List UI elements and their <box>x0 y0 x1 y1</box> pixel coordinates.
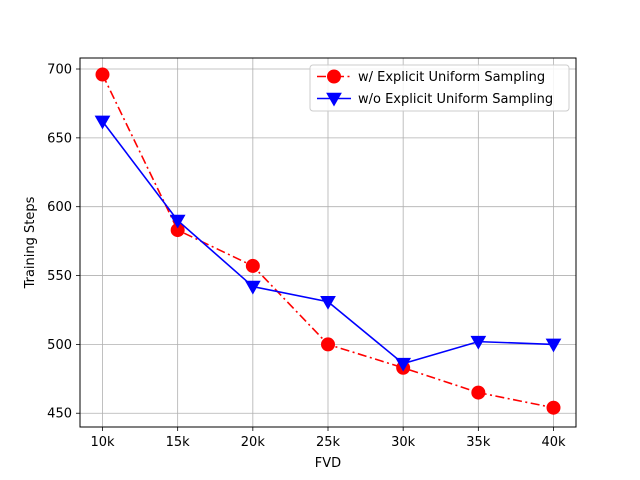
x-tick-label: 10k <box>90 435 115 450</box>
data-point <box>546 400 561 415</box>
data-point <box>470 335 487 350</box>
x-axis-title: FVD <box>315 456 341 471</box>
x-tick-label: 35k <box>466 435 491 450</box>
grid <box>80 58 576 427</box>
y-tick-label: 650 <box>47 131 72 146</box>
legend: w/ Explicit Uniform Sampling w/o Explicit… <box>309 64 570 112</box>
legend-swatch-marker <box>327 69 341 84</box>
data-point <box>244 280 261 295</box>
y-axis-title: Training Steps <box>23 196 38 289</box>
y-tick-label: 550 <box>47 269 72 284</box>
data-point <box>94 115 111 130</box>
legend-swatch-marker <box>326 92 342 107</box>
y-tick-label: 600 <box>47 200 72 215</box>
data-point <box>169 214 186 229</box>
y-tick-label: 500 <box>47 338 72 353</box>
data-point <box>545 338 562 353</box>
series-2 <box>94 115 562 372</box>
y-tick-label: 450 <box>47 407 72 422</box>
data-point <box>471 385 486 400</box>
data-point <box>321 337 335 352</box>
x-tick-label: 25k <box>316 435 341 450</box>
legend-box <box>309 64 570 112</box>
data-point <box>395 357 412 372</box>
data-point <box>95 67 110 82</box>
axis-ticks: 10k 15k 20k 25k 30k 35k 40k 450 500 550 600 650 700 <box>47 63 566 450</box>
x-tick-label: 30k <box>391 435 416 450</box>
legend-label: w/ Explicit Uniform Sampling <box>358 70 545 85</box>
series-layer <box>94 67 562 415</box>
x-tick-label: 20k <box>241 435 266 450</box>
x-tick-label: 15k <box>166 435 191 450</box>
data-point <box>320 295 336 310</box>
data-point <box>245 258 260 273</box>
legend-label: w/o Explicit Uniform Sampling <box>358 92 553 107</box>
x-tick-label: 40k <box>541 435 566 450</box>
y-tick-label: 700 <box>47 63 72 78</box>
